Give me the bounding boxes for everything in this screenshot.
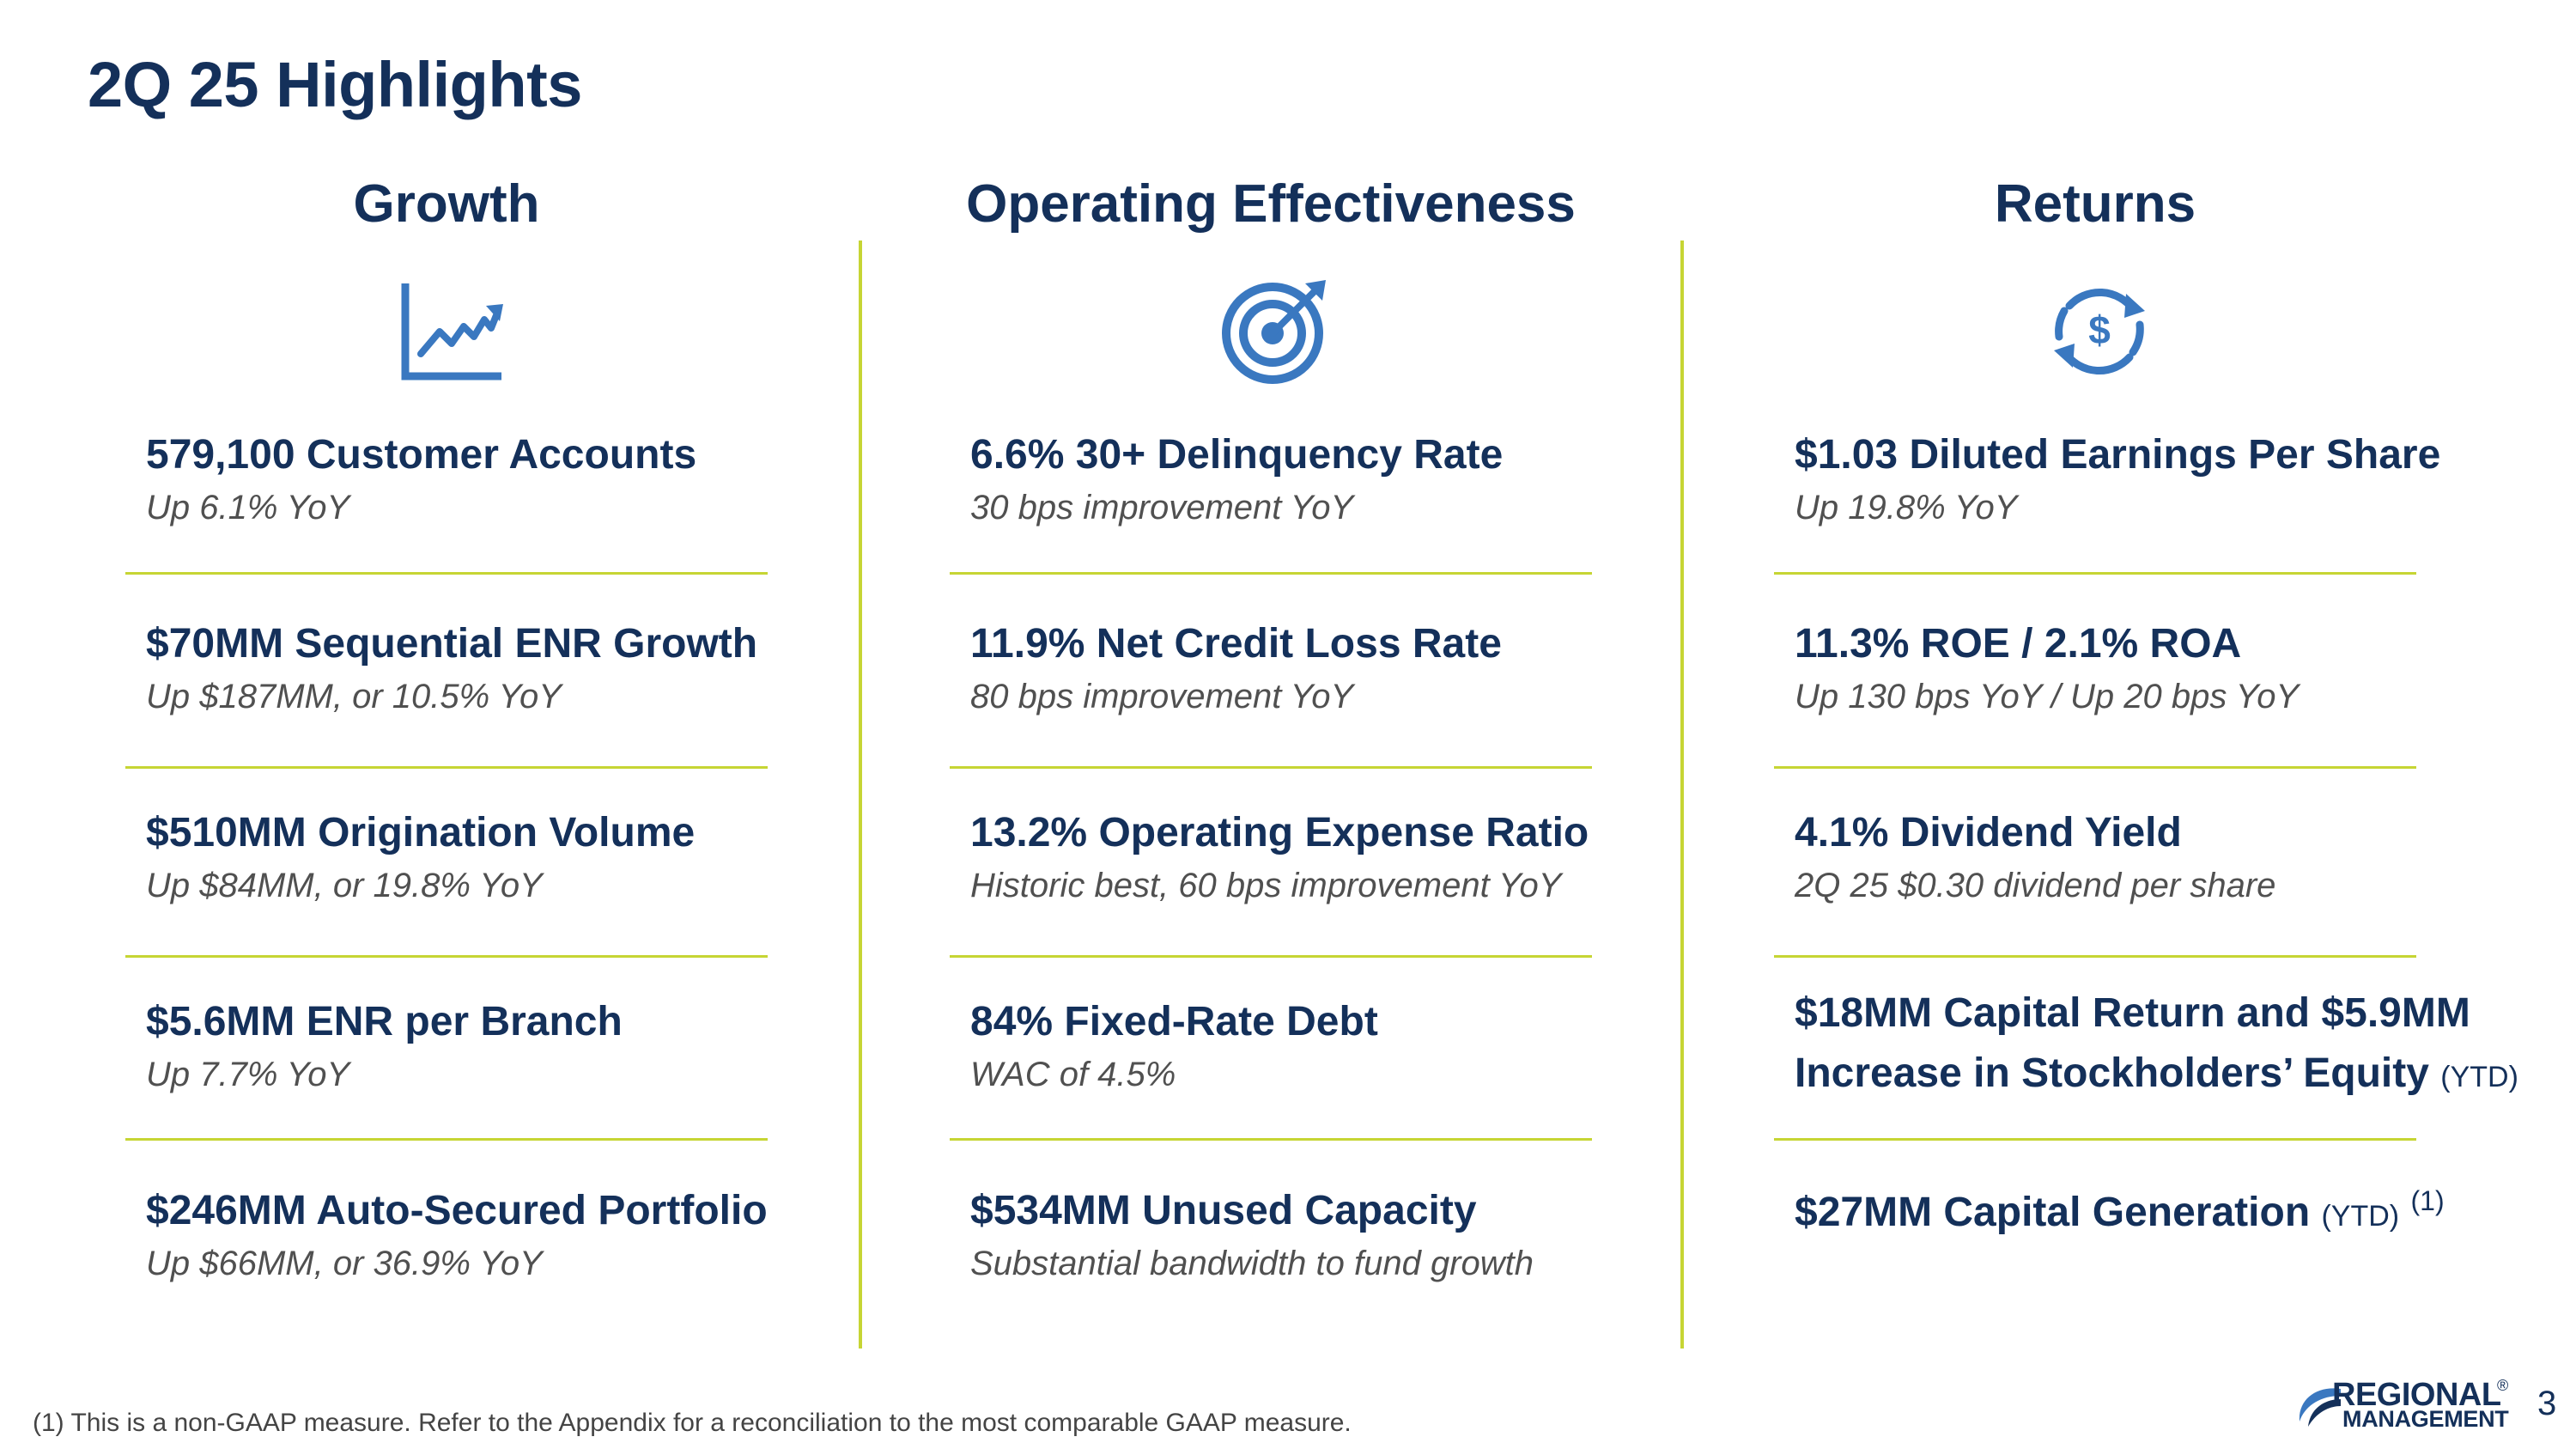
metric-headline: 84% Fixed-Rate Debt [970,999,1378,1044]
page-title: 2Q 25 Highlights [88,49,582,120]
metric-detail: Substantial bandwidth to fund growth [970,1244,1534,1282]
row-separator [950,572,1592,575]
metric-headline-text: $27MM Capital Generation [1795,1190,2311,1235]
list-item: $246MM Auto-Secured Portfolio Up $66MM, … [146,1181,850,1283]
line-chart-icon [401,283,503,381]
metric-headline: 13.2% Operating Expense Ratio [970,810,1589,855]
metric-headline: $27MM Capital Generation (YTD) (1) [1795,1181,2499,1243]
list-item: $18MM Capital Return and $5.9MM Increase… [1795,983,2518,1103]
ytd-qualifier: (YTD) [2440,1060,2518,1093]
dollar-cycle-icon: $ [2054,288,2145,375]
metric-headline: $1.03 Diluted Earnings Per Share [1795,432,2441,478]
metric-headline: $5.6MM ENR per Branch [146,999,623,1044]
column-divider [859,240,862,1349]
metric-detail: Up 7.7% YoY [146,1055,350,1093]
row-separator [1774,1138,2416,1141]
metric-headline: 4.1% Dividend Yield [1795,810,2182,855]
row-separator [950,1138,1592,1141]
list-item: 13.2% Operating Expense Ratio Historic b… [970,803,1674,905]
column-heading-returns: Returns [1994,174,2196,234]
list-item: 579,100 Customer Accounts Up 6.1% YoY [146,425,850,527]
list-item: 11.9% Net Credit Loss Rate 80 bps improv… [970,614,1674,716]
operating-effectiveness-column: Operating Effectiveness 6.6% 30+ Delinqu… [945,163,1597,1366]
metric-headline-line2: Increase in Stockholders’ Equity [1795,1050,2429,1096]
metric-detail: 30 bps improvement YoY [970,488,1354,527]
list-item: $70MM Sequential ENR Growth Up $187MM, o… [146,614,850,716]
metric-detail: 2Q 25 $0.30 dividend per share [1795,866,2276,904]
list-item: $510MM Origination Volume Up $84MM, or 1… [146,803,850,905]
list-item: $534MM Unused Capacity Substantial bandw… [970,1181,1674,1283]
metric-headline-line1: $18MM Capital Return and $5.9MM [1795,990,2470,1036]
page-number: 3 [2537,1385,2557,1422]
metric-detail: Up $84MM, or 19.8% YoY [146,866,543,904]
logo-swoosh-icon [2299,1388,2341,1427]
metric-headline: 6.6% 30+ Delinquency Rate [970,432,1504,478]
row-separator [1774,572,2416,575]
ytd-qualifier: (YTD) [2321,1200,2400,1233]
target-icon [1222,280,1326,384]
metric-headline: 11.3% ROE / 2.1% ROA [1795,621,2242,667]
column-divider [1680,240,1684,1349]
logo-trademark: ® [2497,1377,2509,1394]
growth-column: Growth 579,100 Customer Accounts Up 6.1%… [120,163,773,1366]
row-separator [125,572,768,575]
metric-headline: $18MM Capital Return and $5.9MM Increase… [1795,983,2518,1103]
list-item: 4.1% Dividend Yield 2Q 25 $0.30 dividend… [1795,803,2499,905]
logo-text-management: MANAGEMENT [2342,1406,2509,1432]
metric-detail: 80 bps improvement YoY [970,677,1354,715]
metric-detail: Up 19.8% YoY [1795,488,2018,527]
metric-detail: Up $187MM, or 10.5% YoY [146,677,562,715]
list-item: $5.6MM ENR per Branch Up 7.7% YoY [146,992,850,1094]
company-logo: REGIONAL ® MANAGEMENT [2291,1377,2523,1432]
metric-headline: $534MM Unused Capacity [970,1188,1477,1233]
metric-headline: $246MM Auto-Secured Portfolio [146,1188,768,1233]
row-separator [950,955,1592,958]
list-item: 84% Fixed-Rate Debt WAC of 4.5% [970,992,1674,1094]
footnote-reference: (1) [2410,1185,2445,1216]
metric-headline: 579,100 Customer Accounts [146,432,697,478]
svg-text:$: $ [2088,307,2111,352]
footnote: (1) This is a non-GAAP measure. Refer to… [33,1409,1352,1437]
list-item: $1.03 Diluted Earnings Per Share Up 19.8… [1795,425,2499,527]
row-separator [1774,955,2416,958]
list-item: $27MM Capital Generation (YTD) (1) [1795,1181,2499,1243]
column-heading-growth: Growth [353,174,540,234]
list-item: 11.3% ROE / 2.1% ROA Up 130 bps YoY / Up… [1795,614,2499,716]
row-separator [125,766,768,769]
logo-text-regional: REGIONAL [2332,1377,2501,1413]
column-heading-operating-effectiveness: Operating Effectiveness [966,174,1576,234]
list-item: 6.6% 30+ Delinquency Rate 30 bps improve… [970,425,1674,527]
metric-headline: $70MM Sequential ENR Growth [146,621,758,667]
row-separator [1774,766,2416,769]
row-separator [125,955,768,958]
returns-column: Returns $ $1.03 Diluted Earnings Per Sha… [1769,163,2524,1366]
metric-detail: WAC of 4.5% [970,1055,1176,1093]
metric-detail: Up 6.1% YoY [146,488,350,527]
row-separator [125,1138,768,1141]
metric-headline: $510MM Origination Volume [146,810,696,855]
metric-detail: Up 130 bps YoY / Up 20 bps YoY [1795,677,2300,715]
metric-detail: Historic best, 60 bps improvement YoY [970,866,1562,904]
row-separator [950,766,1592,769]
metric-headline: 11.9% Net Credit Loss Rate [970,621,1502,667]
metric-detail: Up $66MM, or 36.9% YoY [146,1244,543,1282]
